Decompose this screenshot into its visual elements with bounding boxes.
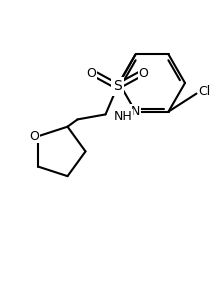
Text: O: O: [139, 67, 149, 80]
Text: Cl: Cl: [198, 85, 211, 98]
Text: N: N: [131, 105, 140, 118]
Text: S: S: [113, 80, 122, 93]
Text: O: O: [30, 130, 39, 143]
Text: NH: NH: [113, 110, 132, 123]
Text: O: O: [87, 67, 96, 80]
